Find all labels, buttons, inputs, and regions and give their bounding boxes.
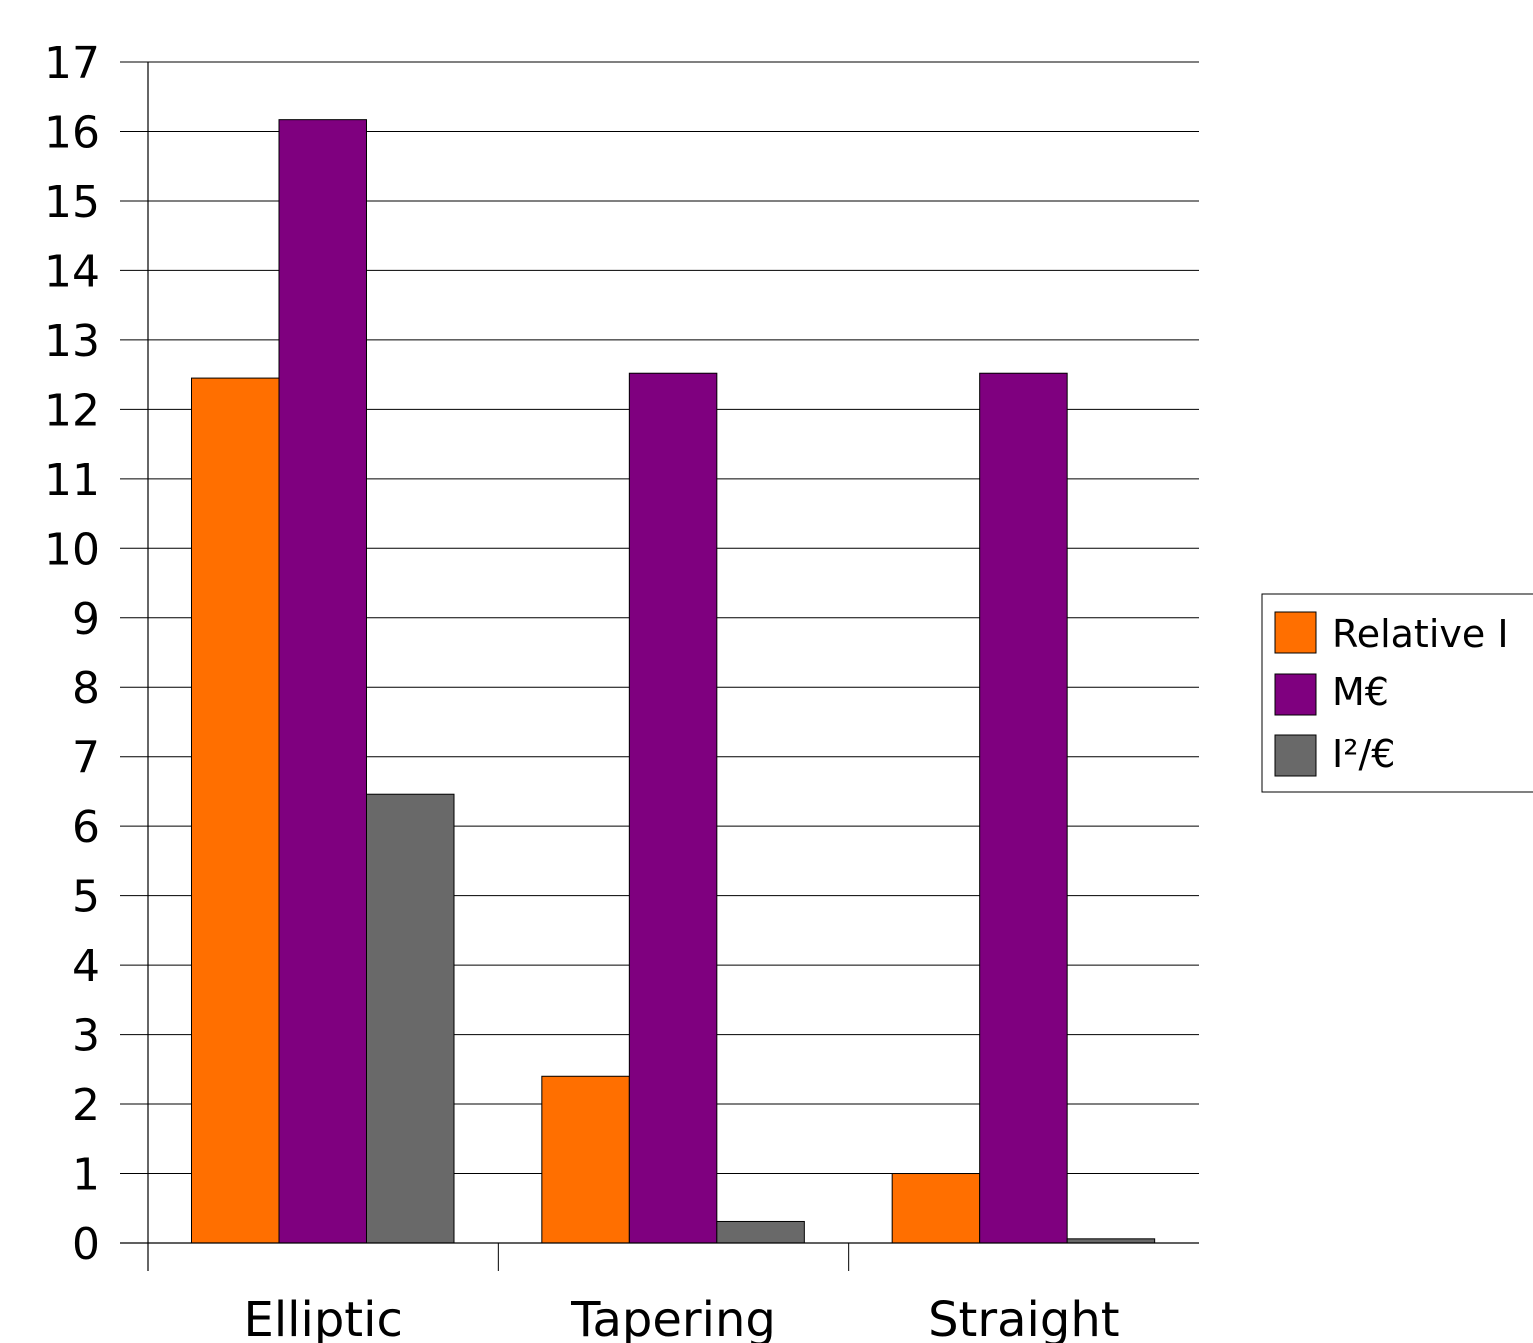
axes xyxy=(120,62,1199,1271)
y-tick-label: 2 xyxy=(72,1080,100,1131)
y-tick-label: 10 xyxy=(44,524,100,575)
bar-tapering-series-1 xyxy=(628,372,718,1244)
x-tick-labels: Elliptic Tapering Straight xyxy=(147,1243,1120,1343)
y-tick-label: 8 xyxy=(72,663,100,714)
bar-elliptic-series-1 xyxy=(278,119,367,1244)
bar-tapering-series-2 xyxy=(716,1220,805,1244)
y-tick-label: 4 xyxy=(72,941,100,992)
bar-tapering-series-0 xyxy=(541,1075,630,1244)
legend-swatch-i2-per-euro xyxy=(1274,734,1317,777)
y-tick-label: 9 xyxy=(72,594,100,645)
bar-elliptic-series-0 xyxy=(191,377,280,1244)
bar-straight-series-2 xyxy=(1066,1238,1156,1244)
x-tick-label-elliptic: Elliptic xyxy=(243,1292,402,1343)
bars xyxy=(191,119,1156,1244)
y-tick-label: 6 xyxy=(72,802,100,853)
legend-label-i2-per-euro: I²/€ xyxy=(1332,732,1395,776)
y-tick-label: 5 xyxy=(72,872,100,923)
y-tick-label: 14 xyxy=(44,246,100,297)
y-tick-label: 1 xyxy=(72,1150,100,1201)
y-tick-label: 0 xyxy=(72,1219,100,1270)
y-tick-label: 7 xyxy=(72,733,100,784)
bar-elliptic-series-2 xyxy=(366,793,455,1244)
y-tick-label: 11 xyxy=(44,455,100,506)
y-tick-label: 12 xyxy=(44,385,100,436)
bar-straight-series-1 xyxy=(979,372,1068,1244)
y-tick-label: 3 xyxy=(72,1011,100,1062)
legend-label-relative-i: Relative I xyxy=(1332,612,1509,656)
legend-label-m-euro: M€ xyxy=(1332,670,1389,714)
y-tick-label: 13 xyxy=(44,316,100,367)
legend-swatch-relative-i xyxy=(1274,611,1317,654)
legend: Relative I M€ I²/€ xyxy=(1261,593,1533,793)
y-tick-label: 15 xyxy=(44,177,100,228)
bar-straight-series-0 xyxy=(891,1173,981,1244)
x-tick-label-tapering: Tapering xyxy=(570,1292,776,1343)
x-tick-label-straight: Straight xyxy=(928,1292,1119,1343)
y-tick-label: 16 xyxy=(44,107,100,158)
legend-swatch-m-euro xyxy=(1274,673,1317,716)
y-tick-label: 17 xyxy=(44,38,100,89)
